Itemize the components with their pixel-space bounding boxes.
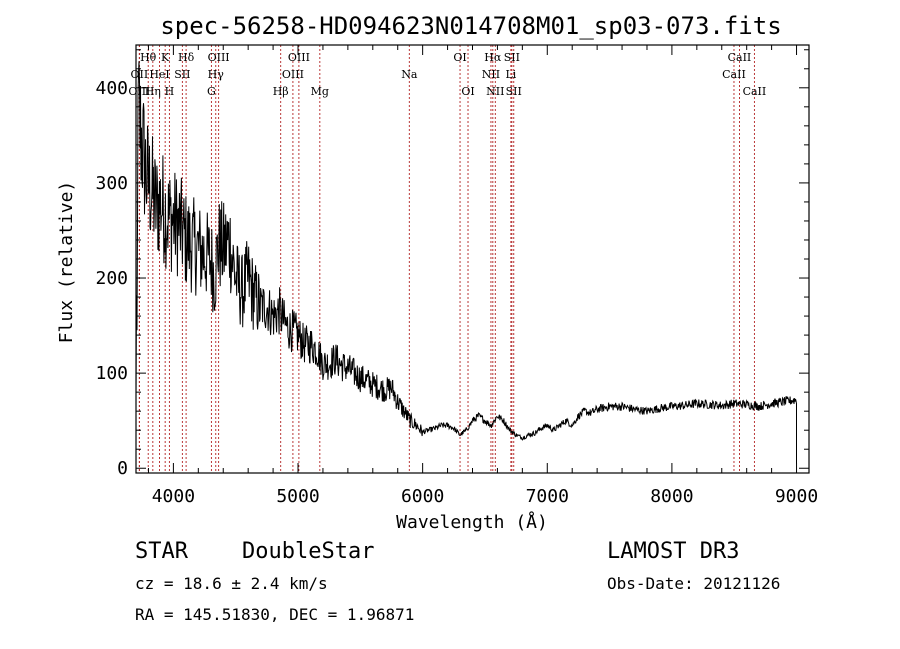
emission-line-label: Li	[505, 68, 516, 81]
emission-line-label: H	[165, 85, 175, 98]
survey-name: LAMOST DR3	[607, 539, 740, 564]
emission-line-label: CaII	[743, 85, 767, 98]
emission-line-label: SII	[174, 68, 190, 81]
emission-line-label: OIII	[282, 68, 304, 81]
emission-line-label: Hγ	[208, 68, 225, 81]
x-axis: 4000 5000 6000 7000 8000 9000	[147, 45, 818, 507]
emission-line-label: OI	[461, 85, 474, 98]
chart-title: spec-56258-HD094623N014708M01_sp03-073.f…	[160, 12, 781, 40]
emission-line-label: Hη	[145, 85, 161, 98]
emission-line-label: Mg	[311, 85, 329, 98]
emission-line-label: NII	[486, 85, 504, 98]
y-axis: 0 100 200 300 400	[95, 49, 809, 479]
y-tick-label: 0	[117, 458, 128, 479]
x-axis-label: Wavelength (Å)	[396, 511, 548, 533]
emission-line-label: SII	[504, 51, 520, 64]
emission-line-label: NII	[482, 68, 500, 81]
redshift-velocity: cz = 18.6 ± 2.4 km/s	[135, 574, 328, 593]
emission-line-label: OIII	[288, 51, 310, 64]
emission-line-label: OI	[453, 51, 466, 64]
coordinates: RA = 145.51830, DEC = 1.96871	[135, 605, 415, 624]
x-tick-label: 7000	[526, 486, 569, 507]
x-tick-label: 6000	[401, 486, 444, 507]
emission-line-label: CaII	[728, 51, 752, 64]
emission-line-label: Na	[401, 68, 418, 81]
emission-line-label: Hβ	[273, 85, 289, 98]
emission-line-label: G	[207, 85, 216, 98]
x-tick-label: 4000	[152, 486, 195, 507]
object-class: STAR	[135, 539, 188, 564]
spectrum-line	[135, 61, 797, 464]
emission-line-label: OIII	[208, 51, 230, 64]
emission-line-label: Hα	[484, 51, 502, 64]
x-tick-label: 5000	[276, 486, 319, 507]
y-tick-label: 300	[95, 173, 128, 194]
object-subclass: DoubleStar	[242, 539, 375, 564]
emission-line-label: Hθ	[140, 51, 157, 64]
y-tick-label: 400	[95, 78, 128, 99]
observation-date: Obs-Date: 20121126	[607, 574, 781, 593]
emission-line-label: K	[161, 51, 170, 64]
y-axis-label: Flux (relative)	[56, 181, 77, 344]
y-tick-label: 200	[95, 268, 128, 289]
emission-line-label: Hδ	[178, 51, 195, 64]
x-tick-label: 9000	[775, 486, 818, 507]
emission-line-label: SII	[506, 85, 522, 98]
x-tick-label: 8000	[650, 486, 693, 507]
y-tick-label: 100	[95, 363, 128, 384]
emission-line-label: CaII	[722, 68, 746, 81]
emission-line-label: HeI	[149, 68, 169, 81]
